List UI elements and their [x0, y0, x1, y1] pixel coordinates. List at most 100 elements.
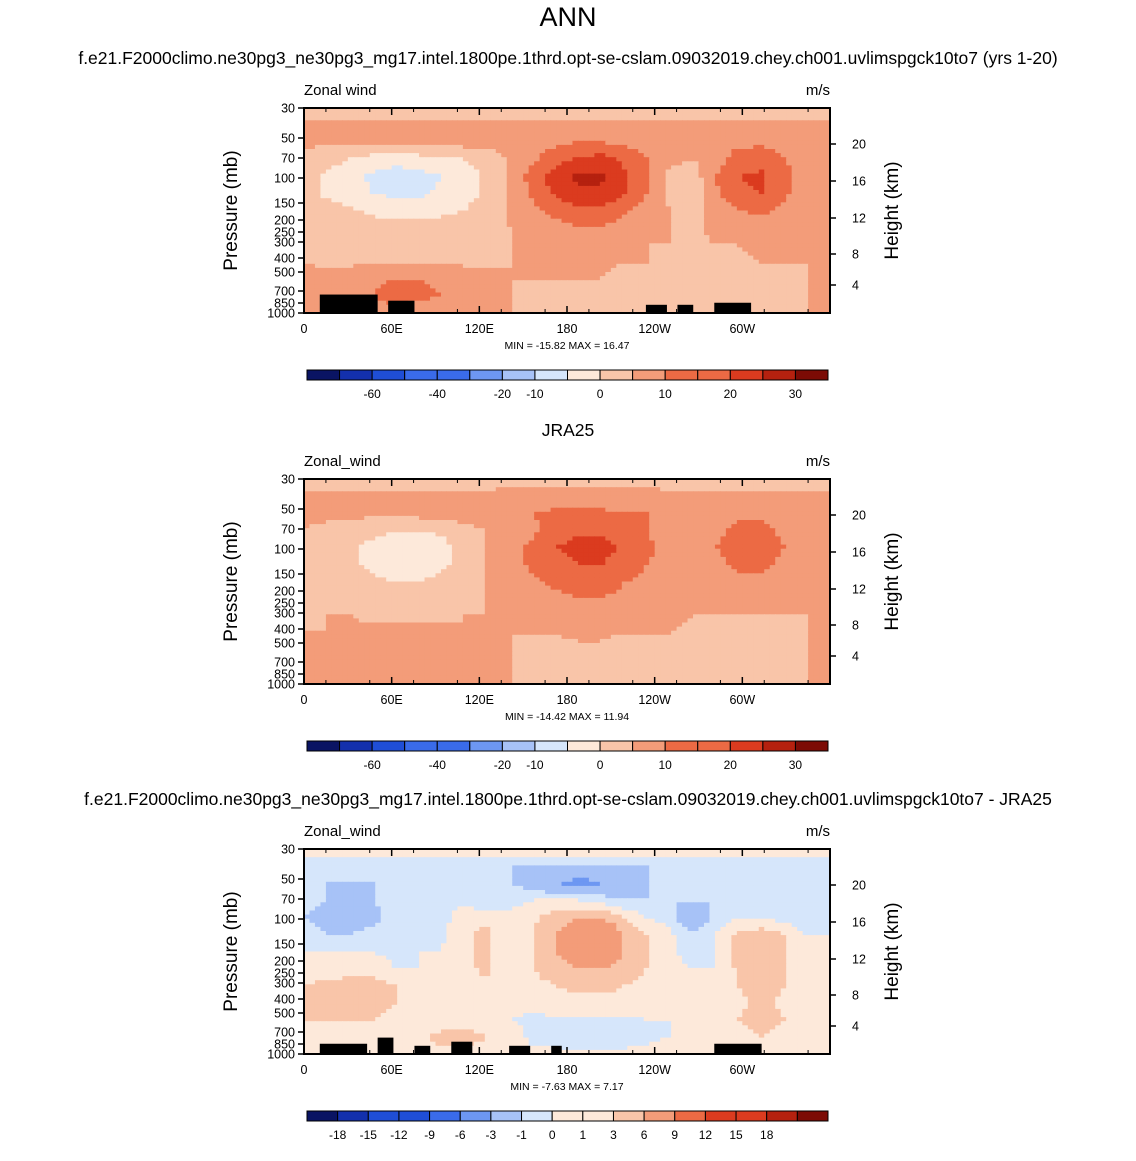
field-cell	[326, 153, 332, 158]
field-cell	[490, 260, 496, 265]
field-cell	[677, 133, 683, 138]
field-cell	[666, 145, 672, 150]
field-cell	[468, 243, 474, 248]
field-cell	[622, 276, 628, 281]
field-cell	[337, 137, 343, 142]
field-cell	[627, 280, 633, 285]
field-cell	[633, 112, 639, 117]
field-cell	[803, 186, 809, 191]
field-cell	[677, 288, 683, 293]
field-cell	[331, 272, 337, 277]
field-cell	[348, 194, 354, 199]
field-cell	[726, 198, 732, 203]
field-cell	[326, 284, 332, 289]
field-cell	[446, 182, 452, 187]
field-cell	[781, 288, 787, 293]
field-cell	[792, 227, 798, 232]
field-cell	[463, 247, 469, 252]
field-cell	[364, 190, 370, 195]
field-cell	[775, 215, 781, 220]
field-cell	[715, 243, 721, 248]
field-cell	[622, 161, 628, 166]
field-cell	[600, 141, 606, 146]
field-cell	[775, 186, 781, 191]
field-cell	[600, 227, 606, 232]
field-cell	[578, 305, 584, 310]
field-cell	[715, 219, 721, 224]
field-cell	[583, 247, 589, 252]
field-cell	[545, 157, 551, 162]
field-cell	[342, 211, 348, 216]
field-cell	[457, 141, 463, 146]
field-cell	[715, 247, 721, 252]
field-cell	[594, 219, 600, 224]
field-cell	[688, 174, 694, 179]
field-cell	[315, 276, 321, 281]
field-cell	[534, 178, 540, 183]
field-cell	[490, 268, 496, 273]
field-cell	[556, 231, 562, 236]
field-cell	[501, 120, 507, 125]
field-cell	[578, 297, 584, 302]
field-cell	[441, 264, 447, 269]
field-cell	[309, 223, 315, 228]
field-cell	[699, 112, 705, 117]
field-cell	[819, 276, 825, 281]
field-cell	[551, 120, 557, 125]
field-cell	[748, 186, 754, 191]
field-cell	[490, 124, 496, 129]
field-cell	[474, 186, 480, 191]
field-cell	[616, 243, 622, 248]
field-cell	[792, 276, 798, 281]
field-cell	[737, 178, 743, 183]
field-cell	[518, 137, 524, 142]
field-cell	[616, 276, 622, 281]
field-cell	[452, 235, 458, 240]
panel2-title: JRA25	[0, 420, 1136, 441]
field-cell	[403, 178, 409, 183]
field-cell	[534, 182, 540, 187]
field-cell	[446, 227, 452, 232]
field-cell	[425, 206, 431, 211]
field-cell	[512, 120, 518, 125]
field-cell	[518, 305, 524, 310]
field-cell	[605, 227, 611, 232]
field-cell	[814, 202, 820, 207]
field-cell	[496, 137, 502, 142]
field-cell	[677, 264, 683, 269]
field-cell	[342, 194, 348, 199]
field-cell	[551, 141, 557, 146]
field-cell	[518, 170, 524, 175]
field-cell	[759, 178, 765, 183]
field-cell	[693, 141, 699, 146]
field-cell	[523, 301, 529, 306]
field-cell	[518, 293, 524, 298]
field-cell	[348, 153, 354, 158]
field-cell	[370, 198, 376, 203]
field-cell	[764, 260, 770, 265]
field-cell	[364, 170, 370, 175]
field-cell	[594, 206, 600, 211]
field-cell	[529, 293, 535, 298]
field-cell	[726, 112, 732, 117]
field-cell	[808, 223, 814, 228]
field-cell	[414, 219, 420, 224]
x-tick-label: 60W	[729, 322, 755, 336]
field-cell	[737, 161, 743, 166]
field-cell	[551, 157, 557, 162]
field-cell	[436, 215, 442, 220]
field-cell	[572, 120, 578, 125]
field-cell	[655, 301, 661, 306]
field-cell	[726, 293, 732, 298]
field-cell	[485, 124, 491, 129]
field-cell	[331, 231, 337, 236]
contour-field	[304, 108, 831, 314]
field-cell	[474, 202, 480, 207]
field-cell	[545, 141, 551, 146]
field-cell	[594, 272, 600, 277]
field-cell	[331, 284, 337, 289]
field-cell	[501, 211, 507, 216]
field-cell	[781, 186, 787, 191]
field-cell	[709, 297, 715, 302]
field-cell	[677, 256, 683, 261]
